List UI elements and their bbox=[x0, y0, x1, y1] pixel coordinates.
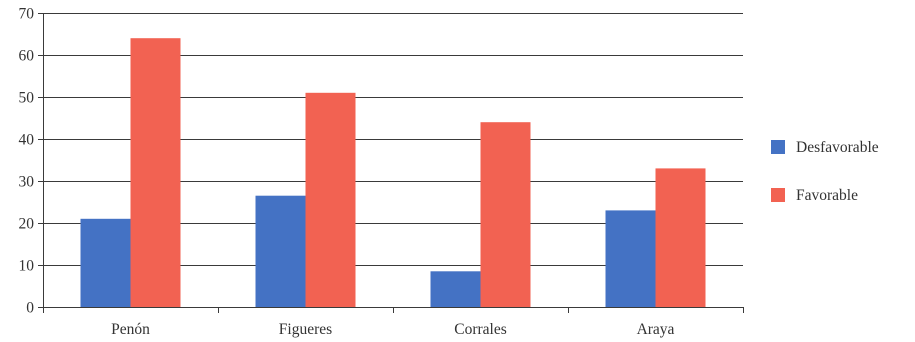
bar-desfavorable-penón bbox=[80, 218, 131, 307]
y-tick-label: 20 bbox=[19, 216, 35, 233]
bar-desfavorable-corrales bbox=[430, 271, 481, 307]
y-tick-label: 30 bbox=[19, 174, 35, 191]
y-axis-tick-labels: 0 10 20 30 40 50 60 70 bbox=[19, 6, 43, 317]
legend-label-favorable: Favorable bbox=[796, 187, 858, 204]
y-tick-label: 60 bbox=[19, 48, 35, 65]
bar-favorable-corrales bbox=[480, 122, 531, 307]
x-axis-category-labels: Penón Figueres Corrales Araya bbox=[111, 321, 674, 338]
legend-label-desfavorable: Desfavorable bbox=[796, 139, 879, 156]
bar-favorable-araya bbox=[655, 168, 706, 307]
legend-swatch-favorable bbox=[771, 188, 785, 202]
bar-favorable-figueres bbox=[305, 92, 356, 307]
y-tick-label: 50 bbox=[19, 90, 35, 107]
x-category-label: Penón bbox=[111, 321, 150, 338]
x-category-label: Araya bbox=[637, 321, 675, 338]
bar-favorable-penón bbox=[130, 38, 181, 307]
y-tick-label: 40 bbox=[19, 132, 35, 149]
y-tick-label: 0 bbox=[26, 300, 34, 317]
legend: Desfavorable Favorable bbox=[771, 139, 879, 204]
bar-desfavorable-araya bbox=[605, 210, 656, 307]
bar-desfavorable-figueres bbox=[255, 195, 306, 307]
y-tick-label: 10 bbox=[19, 258, 35, 275]
x-category-label: Corrales bbox=[454, 321, 507, 338]
x-category-label: Figueres bbox=[279, 321, 332, 338]
x-axis bbox=[43, 13, 744, 313]
legend-swatch-desfavorable bbox=[771, 140, 785, 154]
bars bbox=[80, 38, 706, 307]
y-tick-label: 70 bbox=[19, 6, 35, 23]
